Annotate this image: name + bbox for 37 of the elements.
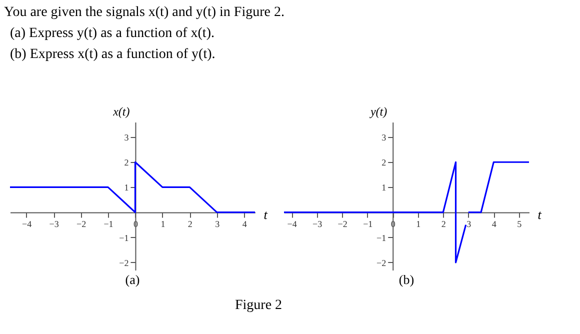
x-axis-title: t: [538, 206, 542, 222]
text: (b) Express x(t) as a function of y(t).: [9, 46, 216, 64]
x-tick-label: 2: [188, 218, 192, 229]
text: (a) Express y(t) as a function of x(t).: [9, 25, 216, 43]
y-axis-title: x(t): [112, 104, 130, 118]
y-tick-label: 1: [382, 182, 386, 193]
x-tick-label: −4: [22, 218, 32, 229]
x-tick-label: 1: [160, 218, 166, 229]
y-tick-label: 2: [124, 158, 129, 168]
y-tick-label: −2: [119, 258, 129, 268]
y-tick-label: −1: [119, 232, 129, 243]
x-tick-label: 1: [416, 218, 421, 229]
y-tick-label: −2: [376, 258, 386, 268]
text: You are given the signals x(t) and y(t) in Figure 2.: [4, 4, 284, 22]
x-tick-label: −1: [104, 218, 114, 229]
x-tick-label: 4: [242, 218, 248, 229]
x-tick-label: 4: [492, 218, 497, 229]
x-tick-label: −2: [76, 218, 86, 229]
y-tick-label: −1: [376, 232, 386, 243]
x-tick-label: −3: [49, 218, 60, 229]
x-tick-label: 3: [215, 218, 220, 229]
x-tick-label: −1: [363, 218, 373, 229]
y-axis-title: y(t): [369, 104, 388, 118]
y-tick-label: 2: [382, 158, 386, 168]
caption: Figure 2: [235, 298, 282, 314]
y-tick-label: 3: [382, 132, 387, 143]
y-tick-label: 3: [124, 132, 130, 143]
x-tick-label: 3: [466, 218, 472, 229]
text: (a): [125, 272, 140, 287]
y-tick-label: 1: [124, 182, 129, 193]
x-tick-label: −3: [312, 218, 323, 229]
x-tick-label: −2: [338, 218, 348, 229]
x-tick-label: −4: [287, 218, 298, 229]
x-tick-label: 5: [517, 218, 522, 229]
text: (b): [398, 272, 414, 287]
x-tick-label: 2: [441, 218, 446, 229]
x-axis-title: t: [264, 206, 268, 222]
